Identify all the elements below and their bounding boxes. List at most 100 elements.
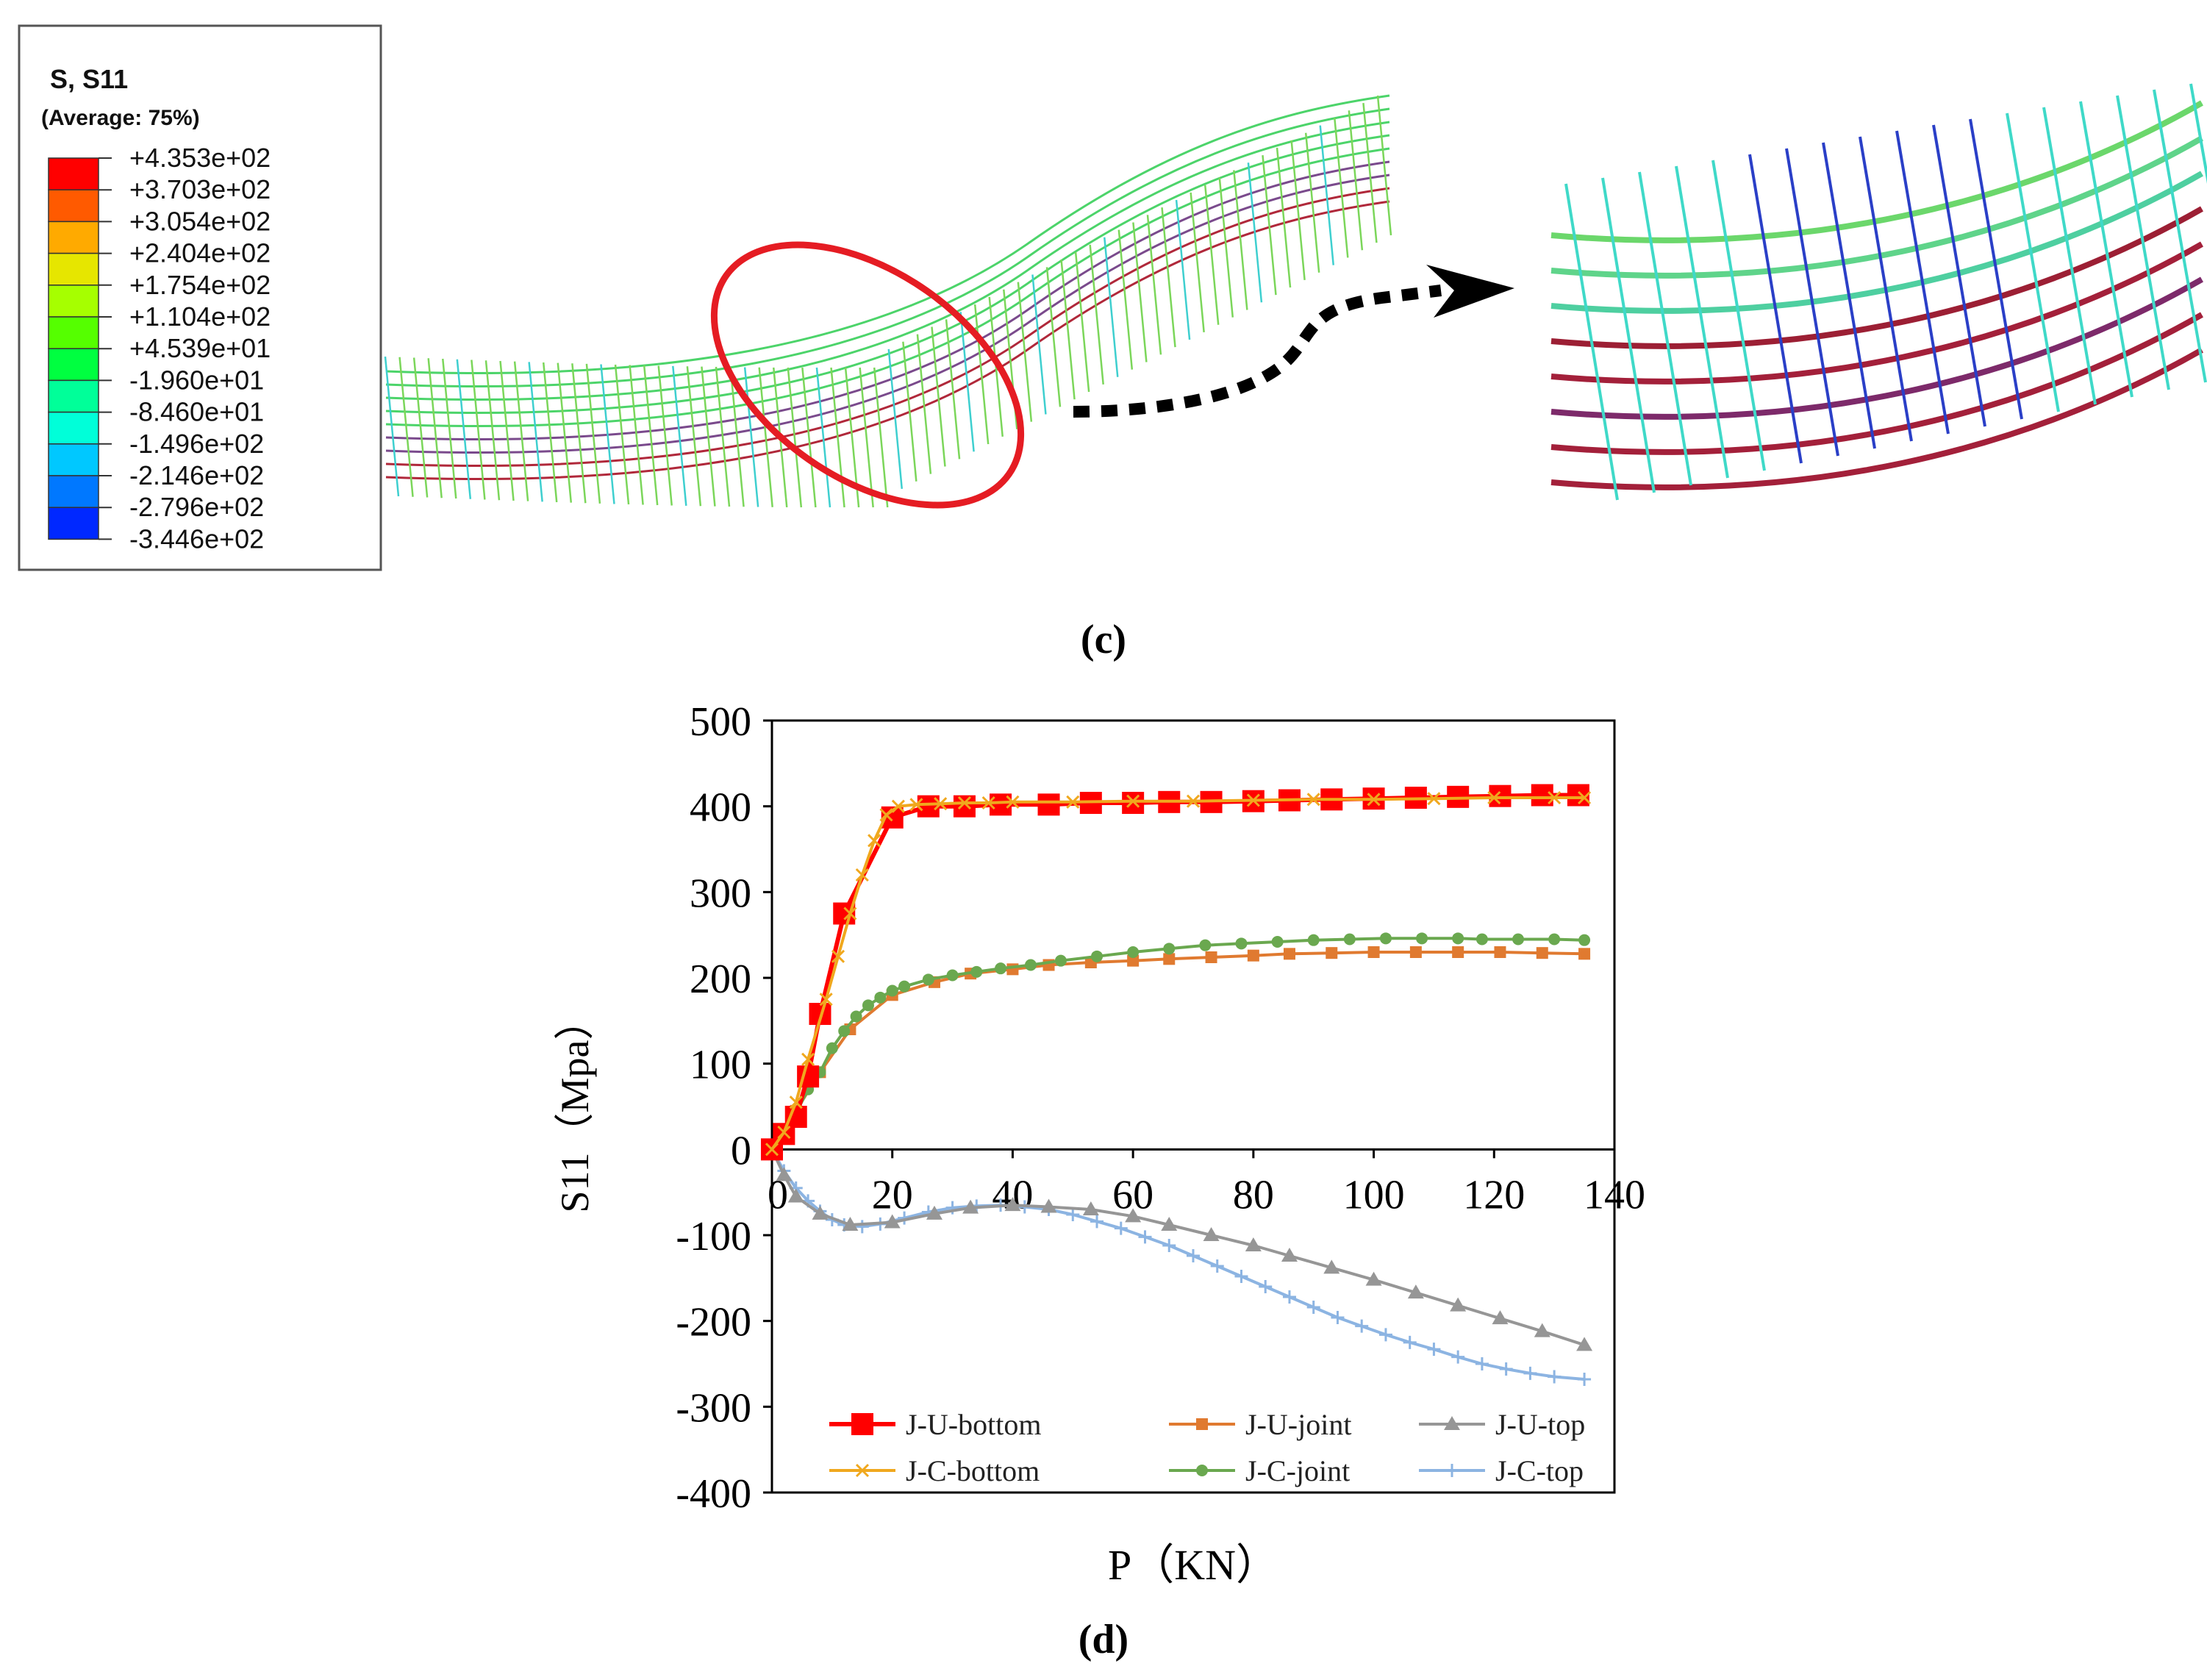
- y-tick-label: 0: [731, 1128, 751, 1173]
- mesh-stirrup: [902, 341, 918, 482]
- contour-value-label: +4.539e+01: [129, 333, 271, 363]
- y-tick-label: -300: [676, 1385, 751, 1431]
- zoom-mesh-stirrup: [2116, 95, 2170, 390]
- data-point: [1271, 936, 1284, 948]
- legend-entry: J-U-joint: [1169, 1408, 1351, 1441]
- mesh-stirrup: [384, 356, 400, 497]
- mesh-stirrup: [1290, 140, 1306, 280]
- mesh-stirrup: [1376, 95, 1392, 236]
- data-point: [1367, 946, 1380, 958]
- data-point: [1163, 953, 1176, 965]
- legend-entry: J-U-top: [1419, 1408, 1585, 1441]
- data-point: [1127, 946, 1140, 958]
- contour-legend-subtitle: (Average: 75%): [41, 106, 200, 130]
- data-point: [1548, 790, 1562, 805]
- contour-legend: S, S11 (Average: 75%) +4.353e+02+3.703e+…: [18, 24, 382, 571]
- series-J-C-bottom: [765, 790, 1592, 1157]
- data-point: [1403, 1335, 1417, 1349]
- zoom-mesh-stirrup: [1895, 130, 1950, 435]
- data-point: [1122, 792, 1145, 814]
- data-point: [855, 868, 869, 882]
- zoom-mesh-stirrup: [1638, 171, 1692, 486]
- data-point: [1475, 1357, 1489, 1370]
- data-point: [787, 1188, 804, 1203]
- mesh-stirrup: [945, 319, 961, 460]
- mesh-bar: [385, 94, 1390, 375]
- zoom-mesh-bar: [1550, 241, 2203, 385]
- legend-marker: [855, 1463, 870, 1478]
- mesh-stirrup: [973, 304, 990, 445]
- legend-label: J-C-top: [1495, 1454, 1584, 1487]
- zoom-arrow: [1073, 285, 1442, 418]
- mesh-bar: [385, 107, 1390, 388]
- mesh-illustration: [384, 94, 1392, 508]
- data-point: [1365, 1271, 1382, 1286]
- y-axis-label: S11（Mpa）: [553, 1000, 597, 1212]
- mesh-stirrup: [614, 364, 630, 505]
- data-point: [1534, 1323, 1550, 1337]
- data-point: [970, 965, 983, 978]
- data-point: [812, 1205, 829, 1220]
- data-point: [926, 1205, 943, 1220]
- data-point: [1307, 934, 1320, 946]
- contour-band: [48, 285, 99, 318]
- data-point: [1450, 1297, 1467, 1312]
- contour-band: [48, 221, 99, 254]
- mesh-stirrup: [1161, 207, 1176, 348]
- mesh-stirrup: [600, 364, 615, 504]
- mesh-stirrup: [815, 367, 831, 508]
- data-point: [1006, 795, 1020, 809]
- data-point: [981, 796, 995, 810]
- mesh-stirrup: [1146, 215, 1162, 355]
- y-tick-label: -100: [676, 1214, 751, 1259]
- contour-band: [48, 475, 99, 508]
- data-point: [777, 1125, 791, 1140]
- contour-value-label: +1.104e+02: [129, 301, 271, 332]
- zoom-mesh-stirrup: [1969, 118, 2023, 420]
- zoom-mesh-bar: [1550, 171, 2203, 314]
- zoom-mesh-stirrup: [2153, 89, 2207, 383]
- data-point: [1452, 946, 1464, 958]
- data-point: [1246, 793, 1260, 807]
- contour-band: [48, 507, 99, 540]
- data-point: [1427, 1343, 1441, 1356]
- mesh-stirrup: [830, 367, 845, 508]
- mesh-stirrup: [1218, 177, 1234, 318]
- data-point: [843, 907, 857, 921]
- mesh-stirrup: [471, 360, 486, 500]
- mesh-stirrup: [629, 365, 644, 505]
- contour-value-label: -1.496e+02: [129, 429, 264, 459]
- mesh-stirrup: [1104, 237, 1119, 377]
- data-point: [1578, 790, 1592, 805]
- mesh-stirrup: [528, 362, 543, 502]
- contour-value-label: +1.754e+02: [129, 270, 271, 300]
- x-tick-label: 140: [1584, 1172, 1645, 1218]
- data-point: [831, 949, 845, 963]
- zoom-mesh-stirrup: [1601, 177, 1656, 493]
- data-point: [868, 834, 881, 848]
- data-point: [909, 798, 923, 812]
- data-point: [1125, 1208, 1142, 1223]
- mesh-stirrup: [1031, 274, 1047, 415]
- caption-d: (d): [1079, 1617, 1128, 1662]
- data-point: [934, 797, 948, 811]
- data-point: [1245, 1237, 1262, 1251]
- mesh-bar: [385, 121, 1390, 401]
- chart-legend: J-U-bottom J-U-joint J-U-top J-C-bottom J-C-…: [829, 1408, 1585, 1487]
- data-point: [1499, 1362, 1513, 1376]
- data-point: [1004, 1197, 1021, 1212]
- data-point: [1343, 933, 1356, 946]
- data-point: [1416, 932, 1428, 945]
- data-point: [1548, 1370, 1562, 1384]
- x-tick-label: 100: [1343, 1172, 1405, 1218]
- data-point: [1082, 1201, 1099, 1215]
- data-point: [1512, 933, 1525, 946]
- data-point: [1523, 1366, 1537, 1380]
- zoom-mesh-bar: [1550, 100, 2203, 243]
- zoom-mesh-stirrup: [2079, 101, 2133, 398]
- data-point: [1040, 1198, 1057, 1213]
- data-point: [957, 796, 972, 810]
- legend-label: J-U-bottom: [906, 1408, 1041, 1441]
- mesh-stirrup: [758, 367, 773, 507]
- data-point: [898, 980, 911, 993]
